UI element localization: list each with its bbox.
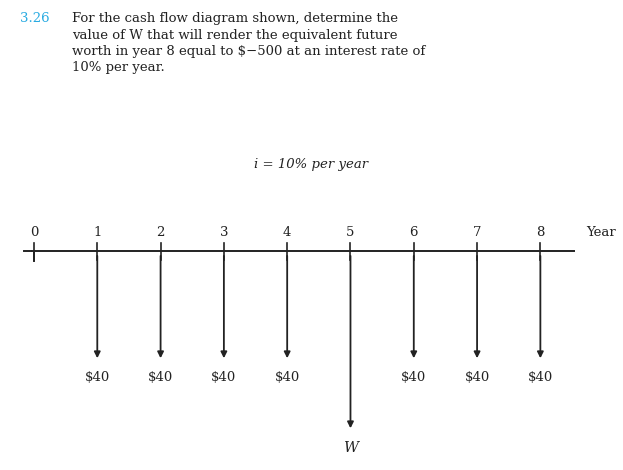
Text: $40: $40 — [465, 371, 490, 384]
Text: W: W — [343, 441, 358, 455]
Text: worth in year 8 equal to $−500 at an interest rate of: worth in year 8 equal to $−500 at an int… — [72, 45, 426, 58]
Text: 2: 2 — [156, 226, 164, 239]
Text: $40: $40 — [85, 371, 110, 384]
Text: $40: $40 — [275, 371, 300, 384]
Text: $40: $40 — [148, 371, 173, 384]
Text: For the cash flow diagram shown, determine the: For the cash flow diagram shown, determi… — [72, 12, 398, 25]
Text: 5: 5 — [346, 226, 354, 239]
Text: 1: 1 — [93, 226, 102, 239]
Text: i = 10% per year: i = 10% per year — [254, 158, 369, 171]
Text: 8: 8 — [536, 226, 545, 239]
Text: 3.26: 3.26 — [20, 12, 50, 25]
Text: 4: 4 — [283, 226, 292, 239]
Text: value of W that will render the equivalent future: value of W that will render the equivale… — [72, 29, 397, 41]
Text: $40: $40 — [401, 371, 426, 384]
Text: 7: 7 — [473, 226, 482, 239]
Text: 3: 3 — [220, 226, 228, 239]
Text: 0: 0 — [30, 226, 38, 239]
Text: $40: $40 — [211, 371, 237, 384]
Text: Year: Year — [586, 226, 616, 239]
Text: 10% per year.: 10% per year. — [72, 62, 164, 75]
Text: $40: $40 — [528, 371, 553, 384]
Text: 6: 6 — [409, 226, 418, 239]
